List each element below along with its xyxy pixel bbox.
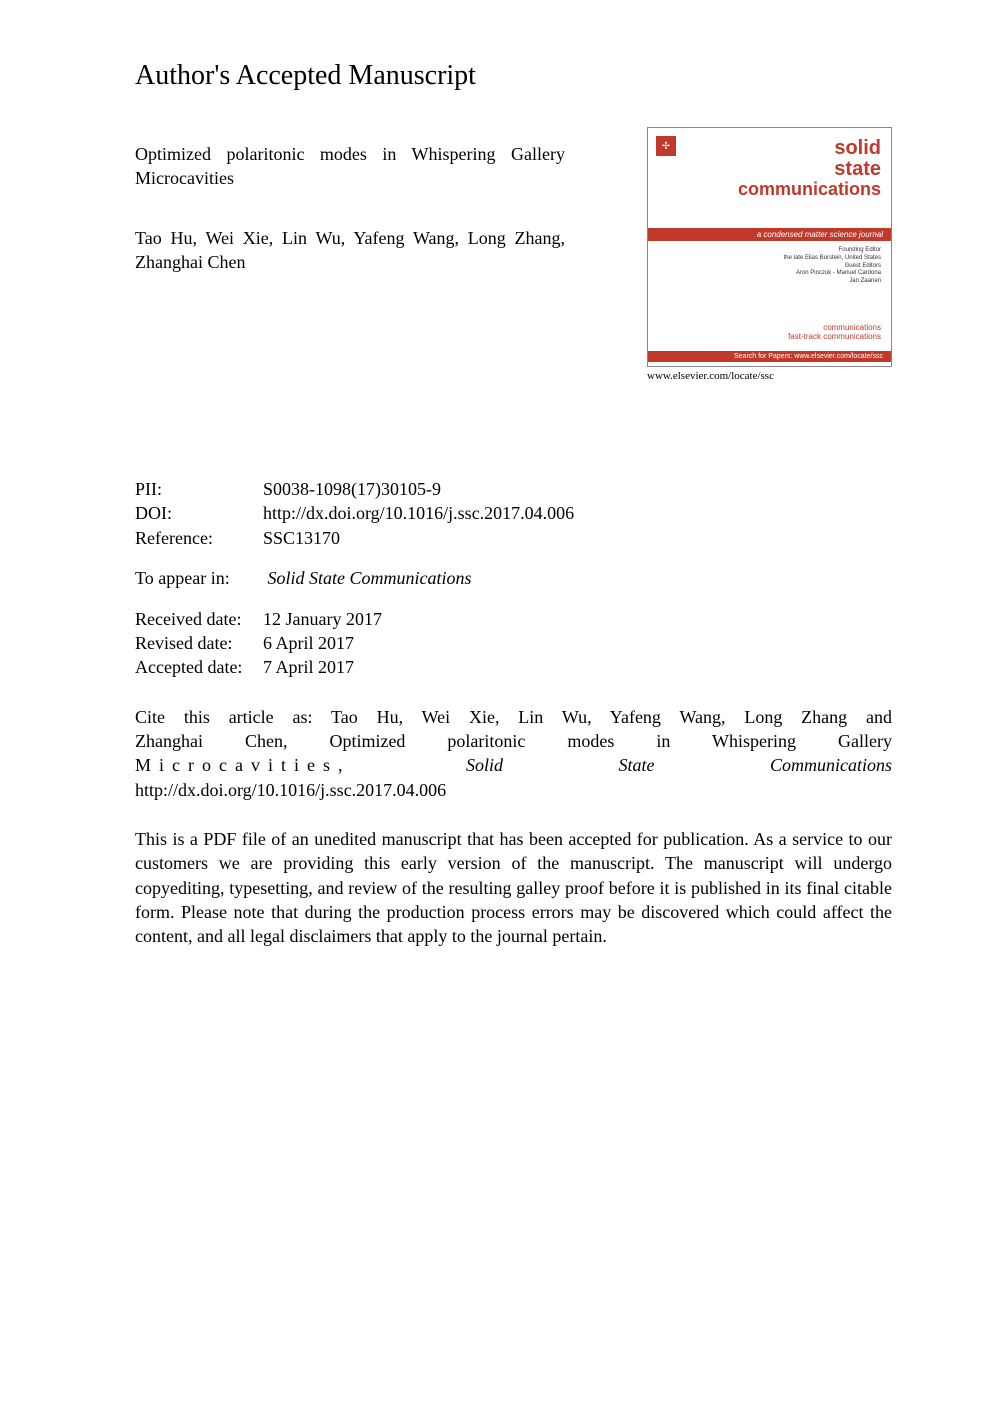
received-label: Received date: [135,607,263,631]
cover-mid-line: Guest Editors [658,263,881,271]
cover-header: ✢ solid state communications [648,128,891,228]
pii-label: PII: [135,477,263,501]
pii-value: S0038-1098(17)30105-9 [263,477,441,501]
cover-journal-name: solid state communications [658,138,881,199]
citation-word: Microcavities, [135,755,350,775]
citation-journal-word: Communications [770,755,892,775]
dates-block: Received date: 12 January 2017 Revised d… [135,607,892,680]
appear-journal: Solid State Communications [268,568,472,588]
revised-value: 6 April 2017 [263,631,354,655]
citation-line: Zhanghai Chen, Optimized polaritonic mod… [135,729,892,753]
cover-mid-line: Aron Pinczuk - Manuel Cardona [658,270,881,278]
article-title: Optimized polaritonic modes in Whisperin… [135,142,565,191]
cover-bottom-line: communications [788,323,881,333]
cover-banner: a condensed matter science journal [648,228,891,241]
citation-line: Cite this article as: Tao Hu, Wei Xie, L… [135,705,892,729]
cover-footer: Search for Papers: www.elsevier.com/loca… [648,351,891,362]
citation-journal-word: Solid [466,755,503,775]
accepted-value: 7 April 2017 [263,655,354,679]
pii-row: PII: S0038-1098(17)30105-9 [135,477,892,501]
citation-block: Cite this article as: Tao Hu, Wei Xie, L… [135,705,892,802]
revised-row: Revised date: 6 April 2017 [135,631,892,655]
reference-label: Reference: [135,526,263,550]
section-title: Author's Accepted Manuscript [135,60,892,92]
cover-word-communications: communications [658,180,881,199]
article-authors: Tao Hu, Wei Xie, Lin Wu, Yafeng Wang, Lo… [135,226,565,275]
journal-cover: ✢ solid state communications a condensed… [647,127,892,367]
doi-row: DOI: http://dx.doi.org/10.1016/j.ssc.201… [135,501,892,525]
reference-row: Reference: SSC13170 [135,526,892,550]
citation-line: Microcavities, Solid State Communication… [135,753,892,777]
doi-value[interactable]: http://dx.doi.org/10.1016/j.ssc.2017.04.… [263,501,574,525]
cover-url: www.elsevier.com/locate/ssc [647,370,892,382]
article-info: Optimized polaritonic modes in Whisperin… [135,127,565,274]
top-row: Optimized polaritonic modes in Whisperin… [135,127,892,382]
cover-bottom-line: fast-track communications [788,332,881,342]
disclaimer-text: This is a PDF file of an unedited manusc… [135,827,892,948]
journal-cover-wrap: ✢ solid state communications a condensed… [647,127,892,382]
appear-block: To appear in: Solid State Communications [135,568,892,589]
cover-bottom-text: communications fast-track communications [788,323,881,342]
publisher-logo-icon: ✢ [656,136,676,156]
cover-word-state: state [658,159,881,180]
reference-value: SSC13170 [263,526,340,550]
appear-label: To appear in: [135,568,263,589]
cover-mid-line: Founding Editor [658,247,881,255]
revised-label: Revised date: [135,631,263,655]
citation-journal-word: State [618,755,654,775]
metadata-block: PII: S0038-1098(17)30105-9 DOI: http://d… [135,477,892,550]
citation-doi[interactable]: http://dx.doi.org/10.1016/j.ssc.2017.04.… [135,778,892,802]
doi-label: DOI: [135,501,263,525]
cover-mid-line: Jan Zaanen [658,278,881,286]
accepted-label: Accepted date: [135,655,263,679]
received-row: Received date: 12 January 2017 [135,607,892,631]
cover-mid-line: the late Elias Burstein, United States [658,255,881,263]
received-value: 12 January 2017 [263,607,382,631]
accepted-row: Accepted date: 7 April 2017 [135,655,892,679]
cover-word-solid: solid [658,138,881,159]
